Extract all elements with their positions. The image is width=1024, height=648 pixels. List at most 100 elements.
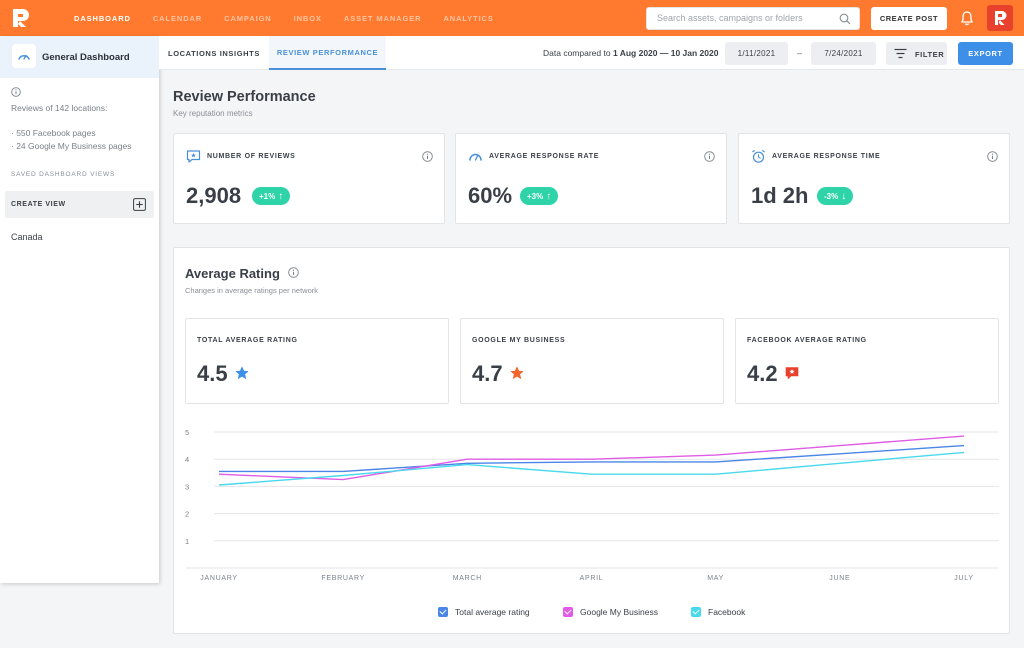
series-line-0 [219,444,965,473]
series-line-1 [218,435,965,481]
top-bar: DASHBOARD CALENDAR CAMPAIGN INBOX ASSET … [0,0,1024,36]
rating-card-google: GOOGLE MY BUSINESS 4.7 [460,318,724,404]
brand-logo[interactable] [10,7,32,29]
date-start-field[interactable]: 1/11/2021 [725,42,788,65]
bell-icon[interactable] [959,10,975,26]
page-title: Review Performance [173,89,316,105]
source-facebook: · 550 Facebook pages [11,128,96,138]
arrow-up-icon: ↑ [278,190,284,202]
checkbox-icon [563,607,573,617]
rating-panel-subtitle: Changes in average ratings per network [185,286,318,295]
gauge-icon [469,153,482,161]
x-tick-label: JULY [954,575,973,582]
saved-view-canada[interactable]: Canada [11,232,43,242]
page-subtitle: Key reputation metrics [173,109,253,118]
kpi-label: AVERAGE RESPONSE RATE [489,153,600,160]
compare-range: 1 Aug 2020 — 10 Jan 2020 [612,48,719,58]
x-tick-label: JUNE [829,575,850,582]
review-bubble-icon [186,150,201,163]
x-tick-label: MAY [707,575,724,582]
filter-icon [894,48,907,59]
create-view-button[interactable]: CREATE VIEW [5,191,154,218]
kpi-change: -3% [824,191,839,201]
source-google: · 24 Google My Business pages [11,141,132,151]
rating-card-total: TOTAL AVERAGE RATING 4.5 [185,318,449,404]
average-rating-panel: Average Rating Changes in average rating… [173,247,1010,634]
compare-text: Data compared to 1 Aug 2020 — 10 Jan 202… [543,48,718,58]
nav-analytics[interactable]: ANALYTICS [443,13,494,23]
tab-locations-insights[interactable]: LOCATIONS INSIGHTS [168,48,260,58]
search-box [646,7,860,30]
create-post-button[interactable]: CREATE POST [871,7,947,30]
plus-icon [133,198,146,211]
legend-total-average[interactable]: Total average rating [438,605,530,619]
y-tick-label: 2 [185,510,189,519]
series-line-2 [218,451,965,486]
rating-panel-title: Average Rating [185,266,280,281]
export-button[interactable]: EXPORT [958,42,1013,65]
review-bubble-icon [785,367,799,380]
rating-card-value: 4.5 [197,361,228,386]
legend-facebook[interactable]: Facebook [691,605,745,619]
checkbox-icon [438,607,448,617]
account-button[interactable] [987,5,1013,31]
kpi-change: +1% [259,191,276,201]
kpi-change: +3% [527,191,544,201]
star-icon [235,366,249,379]
info-icon[interactable] [704,151,715,162]
nav-inbox[interactable]: INBOX [293,13,322,23]
kpi-change-badge: -3% ↓ [817,187,854,205]
search-icon[interactable] [839,13,851,25]
checkbox-icon [691,607,701,617]
kpi-value: 2,908 [186,183,242,208]
rating-card-label: FACEBOOK AVERAGE RATING [747,337,867,344]
main-nav: DASHBOARD CALENDAR CAMPAIGN INBOX ASSET … [74,0,516,36]
legend-label: Google My Business [580,607,658,617]
sidebar-dashboard-header[interactable]: General Dashboard [0,36,159,78]
y-tick-label: 3 [185,482,189,491]
rating-card-label: GOOGLE MY BUSINESS [472,337,566,344]
average-rating-line-chart: 1 2 3 4 5 JANUARY FEBRUARY MARCH APRIL MAY JUNE JUL… [185,428,999,582]
y-tick-label: 5 [185,428,189,437]
sub-header: LOCATIONS INSIGHTS REVIEW PERFORMANCE [159,36,1024,70]
chart-legend: Total average rating Google My Business … [174,605,1011,619]
kpi-card-reviews: NUMBER OF REVIEWS 2,908 +1% ↑ [173,133,445,224]
tab-review-performance[interactable]: REVIEW PERFORMANCE [269,36,386,70]
x-tick-label: JANUARY [200,575,237,582]
filter-button[interactable]: FILTER [886,42,947,65]
dashboard-title: General Dashboard [42,52,130,63]
nav-campaign[interactable]: CAMPAIGN [224,13,272,23]
x-tick-label: APRIL [580,575,604,582]
filter-label: FILTER [915,50,945,59]
search-input[interactable] [657,13,837,23]
nav-calendar[interactable]: CALENDAR [152,13,203,23]
kpi-change-badge: +3% ↑ [520,187,559,205]
kpi-card-response-time: AVERAGE RESPONSE TIME 1d 2h -3% ↓ [738,133,1010,224]
arrow-down-icon: ↓ [841,190,847,202]
kpi-change-badge: +1% ↑ [252,187,291,205]
x-tick-label: MARCH [453,575,482,582]
x-tick-label: FEBRUARY [321,575,365,582]
nav-asset-manager[interactable]: ASSET MANAGER [343,13,422,23]
date-end-field[interactable]: 7/24/2021 [811,42,876,65]
nav-dashboard[interactable]: DASHBOARD [74,13,131,23]
saved-views-heading: SAVED DASHBOARD VIEWS [11,171,116,178]
info-icon[interactable] [987,151,998,162]
rating-card-facebook: FACEBOOK AVERAGE RATING 4.2 [735,318,999,404]
compare-prefix: Data compared to [543,48,613,58]
info-icon[interactable] [288,267,299,278]
star-icon [510,366,524,379]
alarm-clock-icon [752,149,765,163]
legend-google[interactable]: Google My Business [563,605,658,619]
info-icon[interactable] [422,151,433,162]
dashboard-tile [12,44,36,68]
arrow-up-icon: ↑ [546,190,552,202]
rating-card-value: 4.7 [472,361,503,386]
gauge-icon [18,54,30,60]
sidebar: General Dashboard Reviews of 142 locatio… [0,36,159,583]
kpi-label: NUMBER OF REVIEWS [207,153,296,160]
create-view-label: CREATE VIEW [11,201,66,208]
info-icon[interactable] [11,87,21,97]
kpi-value: 60% [468,183,513,208]
reviews-summary: Reviews of 142 locations: [11,103,108,113]
